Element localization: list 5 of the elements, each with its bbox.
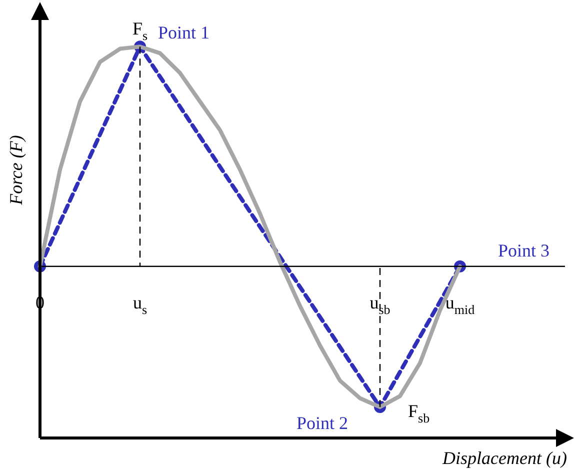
- x-axis-title: Displacement (u): [442, 448, 568, 468]
- text: Point 1: [158, 22, 210, 43]
- text: Point 3: [498, 240, 550, 260]
- y-axis-title: Force (F): [6, 135, 26, 206]
- text: Point 2: [296, 413, 348, 434]
